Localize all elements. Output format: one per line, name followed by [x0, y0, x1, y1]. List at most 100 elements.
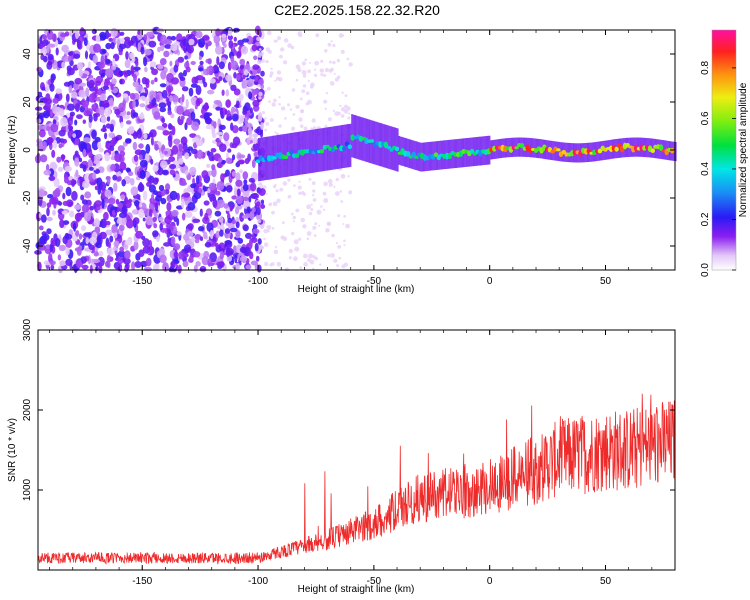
spectrogram-faint-point — [278, 102, 281, 106]
spectrogram-faint-point — [258, 52, 261, 55]
spectrogram-band-peak — [511, 145, 516, 151]
spectrogram-noise-blob — [78, 69, 83, 78]
spectrogram-noise-blob — [40, 54, 45, 61]
spectrogram-noise-blob — [49, 83, 55, 92]
spectrogram-noise-blob — [135, 60, 139, 67]
spectrogram-noise-blob — [101, 49, 107, 54]
spectrogram-noise-blob — [41, 86, 46, 91]
spectrogram-faint-point — [269, 71, 274, 76]
spectrogram-noise-blob — [184, 152, 190, 160]
spectrogram-band-peak — [294, 153, 300, 158]
spectrogram-noise-blob — [150, 158, 154, 165]
spectrogram-noise-blob — [235, 262, 240, 271]
spectrogram-noise-blob — [171, 209, 179, 217]
spectrogram-noise-blob — [74, 119, 78, 126]
spectrogram-noise-blob — [198, 67, 204, 72]
spectrogram-noise-blob — [213, 34, 221, 44]
spectrogram-faint-point — [314, 222, 318, 226]
spectrogram-band-halo — [673, 141, 676, 161]
spectrogram-faint-point — [322, 208, 326, 211]
spectrogram-noise-blob — [123, 257, 131, 265]
spectrogram-noise-blob — [206, 66, 210, 76]
spectrogram-noise-blob — [52, 104, 58, 114]
spectrogram-faint-point — [302, 192, 306, 196]
spectrogram-noise-blob — [134, 149, 143, 156]
spectrogram-noise-blob — [242, 183, 249, 192]
spectrogram-noise-blob — [130, 186, 139, 196]
spectrogram-band-halo — [398, 136, 400, 165]
spectrogram-noise-blob — [225, 99, 231, 108]
spectrogram-noise-blob — [248, 177, 255, 183]
spectrogram-noise-blob — [235, 100, 240, 108]
spectrogram-faint-point — [329, 81, 335, 86]
spectrogram-noise-blob — [59, 219, 65, 228]
spectrogram-band-peak — [394, 146, 400, 152]
spectrogram-noise-blob — [64, 31, 70, 37]
spectrogram-faint-point — [291, 212, 294, 216]
spectrogram-faint-point — [257, 219, 262, 224]
spectrogram-noise-blob — [128, 198, 133, 203]
spectrogram-noise-blob — [119, 161, 127, 171]
spectrogram-faint-point — [320, 205, 323, 208]
spectrogram-noise-blob — [218, 61, 225, 70]
spectrogram-noise-blob — [97, 141, 102, 149]
spectrogram-faint-point — [276, 132, 280, 136]
snr-x-tick-label: -50 — [367, 576, 382, 587]
spectrogram-noise-blob — [88, 244, 96, 250]
spectrogram-noise-blob — [47, 60, 53, 66]
spectrogram-noise-blob — [204, 212, 209, 222]
spectrogram-faint-point — [295, 78, 299, 82]
spectrogram-faint-point — [323, 198, 329, 203]
spectrogram-noise-blob — [163, 50, 170, 58]
spectrogram-band-halo — [618, 138, 620, 158]
spectrogram-faint-point — [304, 58, 308, 62]
spectrogram-noise-blob — [198, 55, 202, 61]
spectrogram-noise-blob — [255, 201, 261, 208]
spectrogram-noise-blob — [49, 110, 54, 117]
spectrogram-noise-blob — [81, 180, 90, 189]
spectrogram-noise-blob — [79, 163, 84, 169]
spectrogram-y-tick-label: -40 — [22, 238, 33, 253]
spectrogram-noise-blob — [254, 242, 259, 252]
spectrogram-noise-blob — [61, 61, 65, 69]
snr-frame — [37, 329, 676, 571]
spectrogram-noise-blob — [88, 93, 96, 103]
spectrogram-faint-point — [284, 117, 287, 120]
spectrogram-noise-blob — [240, 255, 247, 263]
spectrogram-noise-blob — [139, 169, 146, 180]
spectrogram-noise-blob — [244, 158, 250, 165]
spectrogram-noise-blob — [151, 68, 159, 76]
spectrogram-faint-point — [274, 79, 277, 82]
spectrogram-noise-blob — [162, 262, 169, 272]
spectrogram-noise-blob — [44, 102, 51, 111]
spectrogram-faint-point — [324, 107, 327, 111]
spectrogram-noise-blob — [145, 257, 152, 267]
spectrogram-noise-blob — [45, 164, 50, 172]
spectrogram-faint-point — [293, 239, 299, 245]
spectrogram-faint-point — [269, 118, 274, 122]
spectrogram-faint-point — [333, 258, 338, 263]
spectrogram-noise-blob — [199, 236, 204, 241]
spectrogram-noise-blob — [38, 129, 46, 138]
spectrogram-noise-blob — [151, 192, 155, 203]
spectrogram-noise-blob — [42, 42, 46, 48]
spectrogram-faint-point — [310, 203, 313, 206]
spectrogram-noise-blob — [230, 122, 234, 131]
spectrogram-noise-blob — [229, 204, 233, 210]
spectrogram-faint-point — [325, 228, 330, 233]
spectrogram-noise-blob — [41, 233, 50, 241]
spectrogram-noise-blob — [38, 112, 47, 118]
snr-x-tick-label: -150 — [132, 576, 152, 587]
spectrogram-noise-blob — [245, 232, 253, 239]
spectrogram-noise-blob — [127, 126, 135, 135]
spectrogram-noise-blob — [143, 266, 152, 272]
spectrogram-faint-point — [314, 256, 318, 261]
spectrogram-noise-blob — [239, 246, 247, 253]
spectrogram-noise-blob — [121, 216, 127, 226]
spectrogram-noise-blob — [74, 103, 80, 112]
spectrogram-faint-point — [332, 109, 335, 112]
spectrogram-band-peak — [406, 151, 411, 157]
spectrogram-faint-point — [305, 91, 310, 95]
spectrogram-faint-point — [330, 40, 333, 43]
spectrogram-noise-blob — [234, 254, 238, 264]
